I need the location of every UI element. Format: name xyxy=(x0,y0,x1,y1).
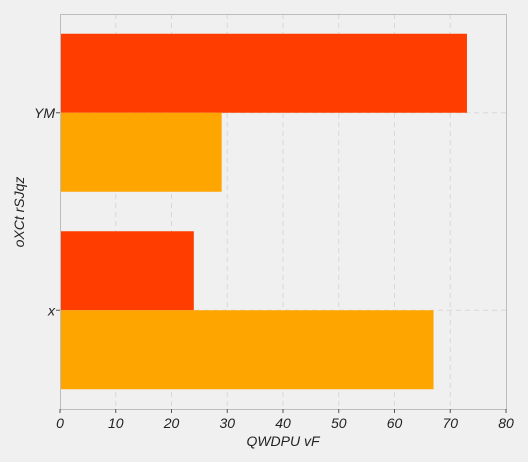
bar-series-2-x xyxy=(60,310,434,390)
x-tick-label: 60 xyxy=(387,415,403,431)
x-tick-label: 50 xyxy=(331,415,347,431)
x-tick-label: 30 xyxy=(219,415,235,431)
bars xyxy=(60,33,467,390)
y-axis-label: oXCt rSJqz xyxy=(11,177,27,248)
y-axis-ticks: x YM xyxy=(34,105,60,318)
x-tick-label: 10 xyxy=(108,415,124,431)
bar-series-1-YM xyxy=(60,33,467,113)
x-tick-label: 80 xyxy=(498,415,514,431)
bar-series-2-YM xyxy=(60,112,222,192)
x-axis-ticks: 0 10 20 30 40 50 60 70 80 xyxy=(56,409,514,431)
x-tick-label: 70 xyxy=(442,415,458,431)
x-tick-label: 40 xyxy=(275,415,291,431)
bar-series-1-x xyxy=(60,231,194,311)
y-tick-label-x: x xyxy=(47,302,56,318)
x-axis-label: QWDPU vF xyxy=(246,433,321,449)
x-tick-label: 0 xyxy=(56,415,64,431)
x-tick-label: 20 xyxy=(163,415,180,431)
y-tick-label-YM: YM xyxy=(34,105,55,121)
